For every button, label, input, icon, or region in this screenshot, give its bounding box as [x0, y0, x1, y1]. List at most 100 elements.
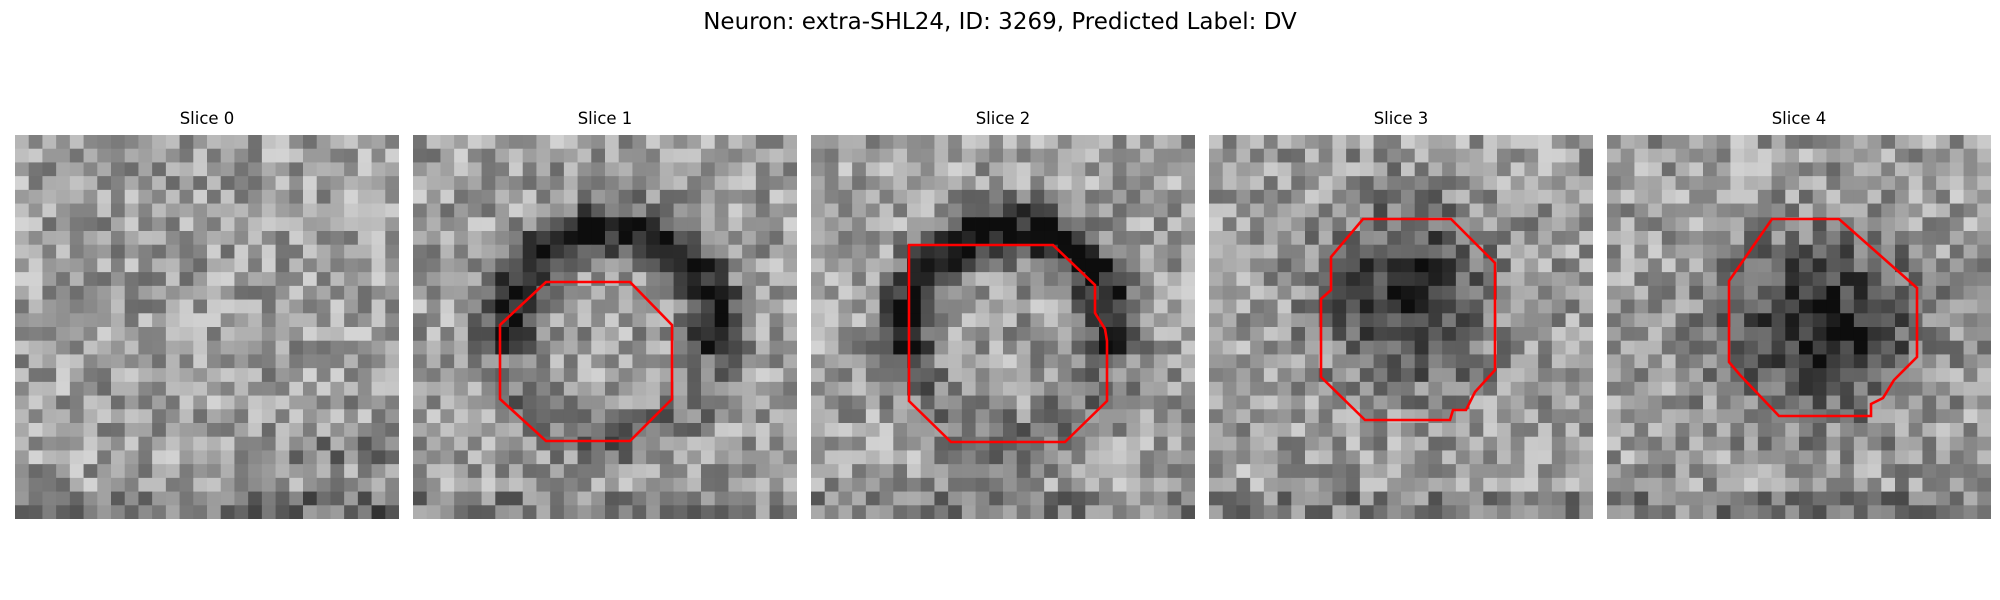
image-pixel: [975, 340, 990, 355]
image-pixel: [975, 436, 990, 451]
image-pixel: [1963, 244, 1978, 259]
image-pixel: [907, 244, 922, 259]
image-pixel: [1181, 381, 1195, 396]
image-pixel: [1332, 258, 1347, 273]
image-pixel: [1565, 135, 1580, 150]
image-pixel: [1703, 285, 1718, 300]
image-pixel: [948, 327, 963, 342]
image-pixel: [1085, 381, 1100, 396]
image-pixel: [193, 231, 208, 246]
image-pixel: [193, 491, 208, 506]
image-pixel: [1428, 135, 1443, 150]
image-pixel: [42, 135, 57, 150]
image-pixel: [742, 189, 757, 204]
image-pixel: [1305, 477, 1320, 492]
image-pixel: [97, 176, 112, 191]
image-pixel: [1785, 354, 1800, 369]
image-pixel: [1277, 272, 1292, 287]
image-pixel: [1744, 272, 1759, 287]
image-pixel: [961, 340, 976, 355]
image-pixel: [1757, 368, 1772, 383]
image-pixel: [1524, 340, 1539, 355]
image-pixel: [1881, 135, 1896, 150]
image-pixel: [563, 176, 578, 191]
image-pixel: [1222, 505, 1237, 519]
image-pixel: [1181, 313, 1195, 328]
image-pixel: [1387, 189, 1402, 204]
image-pixel: [28, 436, 43, 451]
image-pixel: [1497, 368, 1512, 383]
image-pixel: [1730, 299, 1745, 314]
image-pixel: [124, 189, 139, 204]
image-pixel: [1263, 409, 1278, 424]
image-pixel: [467, 395, 482, 410]
image-pixel: [1661, 464, 1676, 479]
image-pixel: [1359, 354, 1374, 369]
image-pixel: [289, 436, 304, 451]
image-pixel: [1167, 244, 1182, 259]
image-pixel: [1867, 381, 1882, 396]
image-pixel: [1538, 244, 1553, 259]
image-pixel: [728, 491, 743, 506]
image-pixel: [1812, 231, 1827, 246]
image-pixel: [1936, 436, 1951, 451]
image-pixel: [1126, 464, 1141, 479]
image-pixel: [1551, 436, 1566, 451]
image-pixel: [426, 258, 441, 273]
image-pixel: [1524, 258, 1539, 273]
image-pixel: [1455, 327, 1470, 342]
image-pixel: [1112, 203, 1127, 218]
image-pixel: [385, 272, 399, 287]
image-pixel: [1373, 162, 1388, 177]
image-pixel: [1675, 162, 1690, 177]
image-pixel: [742, 368, 757, 383]
image-pixel: [605, 285, 620, 300]
image-pixel: [920, 285, 935, 300]
image-pixel: [69, 368, 84, 383]
image-pixel: [56, 258, 71, 273]
image-pixel: [1895, 162, 1910, 177]
image-pixel: [563, 285, 578, 300]
image-pixel: [1757, 299, 1772, 314]
image-pixel: [1620, 464, 1635, 479]
image-pixel: [1840, 244, 1855, 259]
image-pixel: [934, 477, 949, 492]
image-pixel: [591, 258, 606, 273]
image-pixel: [1949, 299, 1964, 314]
image-pixel: [1497, 313, 1512, 328]
image-pixel: [97, 491, 112, 506]
image-pixel: [179, 203, 194, 218]
image-pixel: [1551, 395, 1566, 410]
image-pixel: [289, 148, 304, 163]
image-pixel: [1222, 148, 1237, 163]
image-pixel: [1703, 189, 1718, 204]
image-pixel: [1826, 354, 1841, 369]
image-pixel: [1716, 285, 1731, 300]
image-pixel: [1565, 477, 1580, 492]
image-pixel: [1497, 409, 1512, 424]
image-pixel: [426, 203, 441, 218]
image-pixel: [1222, 285, 1237, 300]
image-pixel: [83, 464, 98, 479]
image-pixel: [1881, 477, 1896, 492]
image-pixel: [1442, 244, 1457, 259]
image-pixel: [1003, 203, 1018, 218]
image-pixel: [1551, 203, 1566, 218]
image-pixel: [193, 189, 208, 204]
image-pixel: [783, 231, 797, 246]
image-pixel: [1538, 135, 1553, 150]
image-pixel: [1826, 368, 1841, 383]
image-pixel: [1332, 135, 1347, 150]
image-pixel: [522, 491, 537, 506]
image-pixel: [1497, 258, 1512, 273]
image-pixel: [1085, 203, 1100, 218]
image-pixel: [1099, 409, 1114, 424]
image-pixel: [646, 258, 661, 273]
image-pixel: [550, 491, 565, 506]
image-pixel: [303, 272, 318, 287]
image-pixel: [1634, 244, 1649, 259]
image-pixel: [1716, 436, 1731, 451]
image-pixel: [1236, 491, 1251, 506]
image-pixel: [1181, 354, 1195, 369]
image-pixel: [1771, 340, 1786, 355]
